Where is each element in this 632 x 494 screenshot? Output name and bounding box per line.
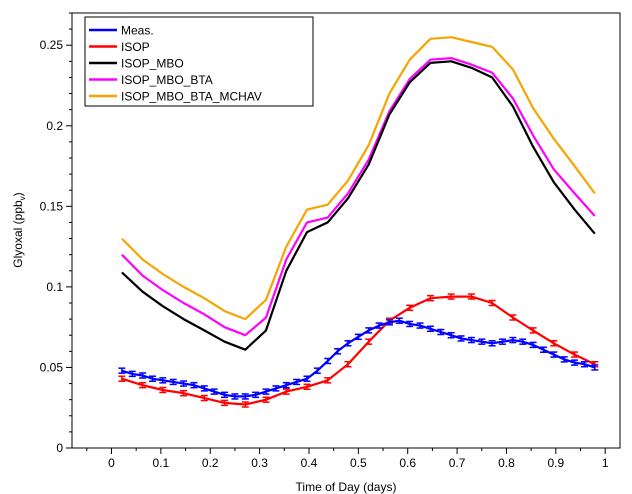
series-isop xyxy=(118,293,599,408)
y-tick-label: 0.15 xyxy=(40,199,64,213)
x-tick-label: 0.2 xyxy=(202,456,219,470)
series-meas- xyxy=(118,317,599,400)
legend-label-isop-mbo-bta: ISOP_MBO_BTA xyxy=(121,73,213,87)
legend-label-meas-: Meas. xyxy=(121,24,154,38)
x-tick-label: 0.3 xyxy=(251,456,268,470)
x-tick-labels: 0 0.1 0.2 0.3 0.4 0.5 0.6 0.7 0.8 0.9 1 xyxy=(108,456,609,470)
x-tick-label: 0.4 xyxy=(301,456,318,470)
y-axis-label-main: Glyoxal (ppb xyxy=(11,200,25,268)
x-axis-label: Time of Day (days) xyxy=(296,480,397,494)
x-tick-label: 0.8 xyxy=(498,456,515,470)
y-tick-label: 0 xyxy=(56,441,63,455)
y-tick-label: 0.25 xyxy=(40,38,64,52)
y-axis-label: Glyoxal (ppbv) xyxy=(11,192,27,267)
plot-frame xyxy=(71,12,621,449)
series-isop-mbo-bta-mchav xyxy=(121,36,596,321)
x-tick-label: 0.1 xyxy=(153,456,170,470)
series-isop-mbo-bta xyxy=(121,56,596,337)
series-lines xyxy=(118,36,599,408)
series-isop-mbo xyxy=(121,60,596,351)
legend-label-isop-mbo: ISOP_MBO xyxy=(121,57,184,71)
x-tick-label: 0.6 xyxy=(399,456,416,470)
series-line-meas- xyxy=(121,319,596,398)
y-tick-label: 0.1 xyxy=(46,280,63,294)
x-tick-label: 0.5 xyxy=(350,456,367,470)
y-tick-label: 0.05 xyxy=(40,360,64,374)
x-tick-label: 0 xyxy=(108,456,115,470)
y-tick-labels: 0 0.05 0.1 0.15 0.2 0.25 xyxy=(40,38,64,455)
legend-label-isop-mbo-bta-mchav: ISOP_MBO_BTA_MCHAV xyxy=(121,90,262,104)
x-tick-label: 1 xyxy=(602,456,609,470)
y-axis-label-close: ) xyxy=(11,192,25,196)
y-axis-label-subscript: v xyxy=(18,196,27,200)
series-line-isop-mbo-bta xyxy=(121,56,596,337)
x-tick-label: 0.7 xyxy=(449,456,466,470)
legend-box xyxy=(84,16,314,107)
x-tick-label: 0.9 xyxy=(547,456,564,470)
series-line-isop-mbo xyxy=(121,60,596,351)
legend-label-isop: ISOP xyxy=(121,40,150,54)
series-line-isop-mbo-bta-mchav xyxy=(121,36,596,321)
legend: Meas. ISOP ISOP_MBO ISOP_MBO_BTA ISOP_MBO_BT… xyxy=(84,16,314,107)
y-tick-label: 0.2 xyxy=(46,119,63,133)
